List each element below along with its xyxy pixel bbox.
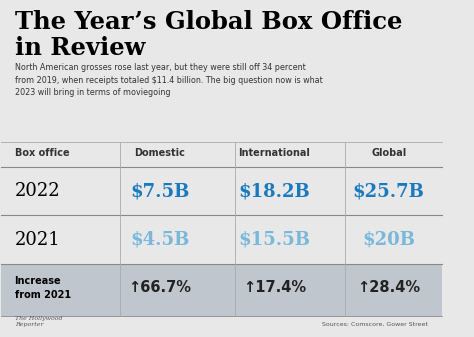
Text: International: International xyxy=(238,148,310,158)
Text: Global: Global xyxy=(371,148,406,158)
Text: ↑66.7%: ↑66.7% xyxy=(128,280,191,296)
Text: Sources: Comscore, Gower Street: Sources: Comscore, Gower Street xyxy=(322,322,428,327)
Text: $15.5B: $15.5B xyxy=(238,231,310,248)
Text: $18.2B: $18.2B xyxy=(238,182,310,200)
Text: ↑17.4%: ↑17.4% xyxy=(243,280,306,296)
Text: Box office: Box office xyxy=(15,148,69,158)
Text: North American grosses rose last year, but they were still off 34 percent
from 2: North American grosses rose last year, b… xyxy=(15,63,322,97)
Text: $4.5B: $4.5B xyxy=(130,231,190,248)
Text: $7.5B: $7.5B xyxy=(130,182,190,200)
Text: in Review: in Review xyxy=(15,36,145,60)
Text: $20B: $20B xyxy=(362,231,415,248)
Text: Domestic: Domestic xyxy=(135,148,185,158)
Text: Increase
from 2021: Increase from 2021 xyxy=(15,276,71,300)
Text: $25.7B: $25.7B xyxy=(353,182,425,200)
Text: The Hollywood
Reporter: The Hollywood Reporter xyxy=(15,316,62,327)
Text: ↑28.4%: ↑28.4% xyxy=(357,280,420,296)
Text: 2022: 2022 xyxy=(15,182,60,200)
Text: The Year’s Global Box Office: The Year’s Global Box Office xyxy=(15,10,402,34)
FancyBboxPatch shape xyxy=(1,264,442,315)
Text: 2021: 2021 xyxy=(15,231,60,248)
